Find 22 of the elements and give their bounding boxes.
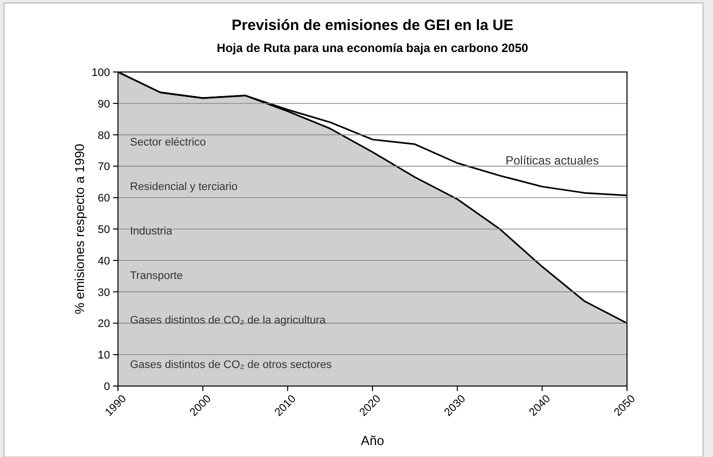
y-tick-label: 10 <box>98 350 110 362</box>
chart-title: Previsión de emisiones de GEI en la UE <box>232 17 514 34</box>
y-axis-title: % emisiones respecto a 1990 <box>72 144 87 314</box>
annotation: Residencial y terciario <box>130 180 238 193</box>
annotation: Sector eléctrico <box>130 136 206 148</box>
y-tick-label: 50 <box>98 224 110 236</box>
series-label: Políticas actuales <box>505 154 599 168</box>
y-tick-label: 80 <box>98 130 110 142</box>
annotation: Gases distintos de CO₂ de la agricultura <box>130 314 327 326</box>
y-tick-label: 90 <box>98 98 110 110</box>
y-tick-label: 60 <box>98 192 110 205</box>
chart-subtitle: Hoja de Ruta para una economía baja en carbono 2050 <box>216 41 529 55</box>
y-tick-label: 100 <box>92 67 110 79</box>
y-tick-label: 0 <box>104 381 110 393</box>
annotation: Transporte <box>130 270 183 282</box>
y-tick-label: 20 <box>98 318 110 330</box>
x-axis-title: Año <box>360 433 384 448</box>
annotation: Gases distintos de CO₂ de otros sectores <box>130 358 332 371</box>
y-tick-label: 30 <box>98 286 110 299</box>
y-tick-label: 40 <box>98 255 110 268</box>
annotation: Industria <box>130 225 174 238</box>
y-tick-label: 70 <box>98 161 110 174</box>
